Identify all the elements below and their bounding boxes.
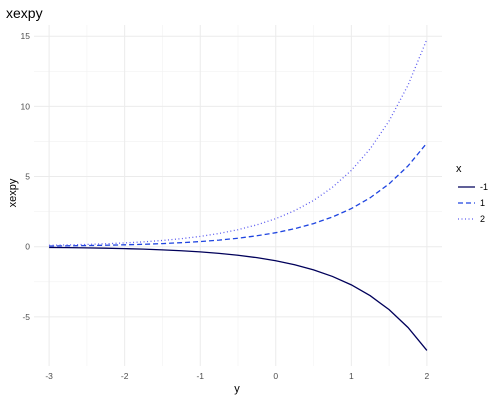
x-tick-label: 0 <box>273 371 278 381</box>
legend-title: x <box>456 163 462 175</box>
x-tick-label: -1 <box>196 371 204 381</box>
y-tick-label: 15 <box>21 31 31 41</box>
legend-label-1: 1 <box>480 198 485 208</box>
y-tick-label: 5 <box>25 172 30 182</box>
x-tick-label: 1 <box>349 371 354 381</box>
legend-label-2: 2 <box>480 214 485 224</box>
legend: x -1 1 2 <box>456 163 488 224</box>
chart-title: xexpy <box>6 5 43 21</box>
series-layer <box>49 39 428 351</box>
y-tick-label: 0 <box>25 242 30 252</box>
y-tick-label: -5 <box>22 312 30 322</box>
y-tick-label: 10 <box>21 101 31 111</box>
x-axis-title: y <box>234 383 240 395</box>
x-tick-label: -2 <box>121 371 129 381</box>
x-tick-label: -3 <box>45 371 53 381</box>
y-axis-title: xexpy <box>7 178 19 207</box>
grid <box>34 25 442 366</box>
tick-labels: -3 -2 -1 0 1 2 -5 0 5 10 15 <box>21 31 430 381</box>
legend-items: -1 1 2 <box>458 182 488 224</box>
series-line-1 <box>49 142 428 247</box>
legend-label--1: -1 <box>480 182 488 192</box>
series-line-2 <box>49 39 428 246</box>
series-line--1 <box>49 246 428 351</box>
x-tick-label: 2 <box>425 371 430 381</box>
